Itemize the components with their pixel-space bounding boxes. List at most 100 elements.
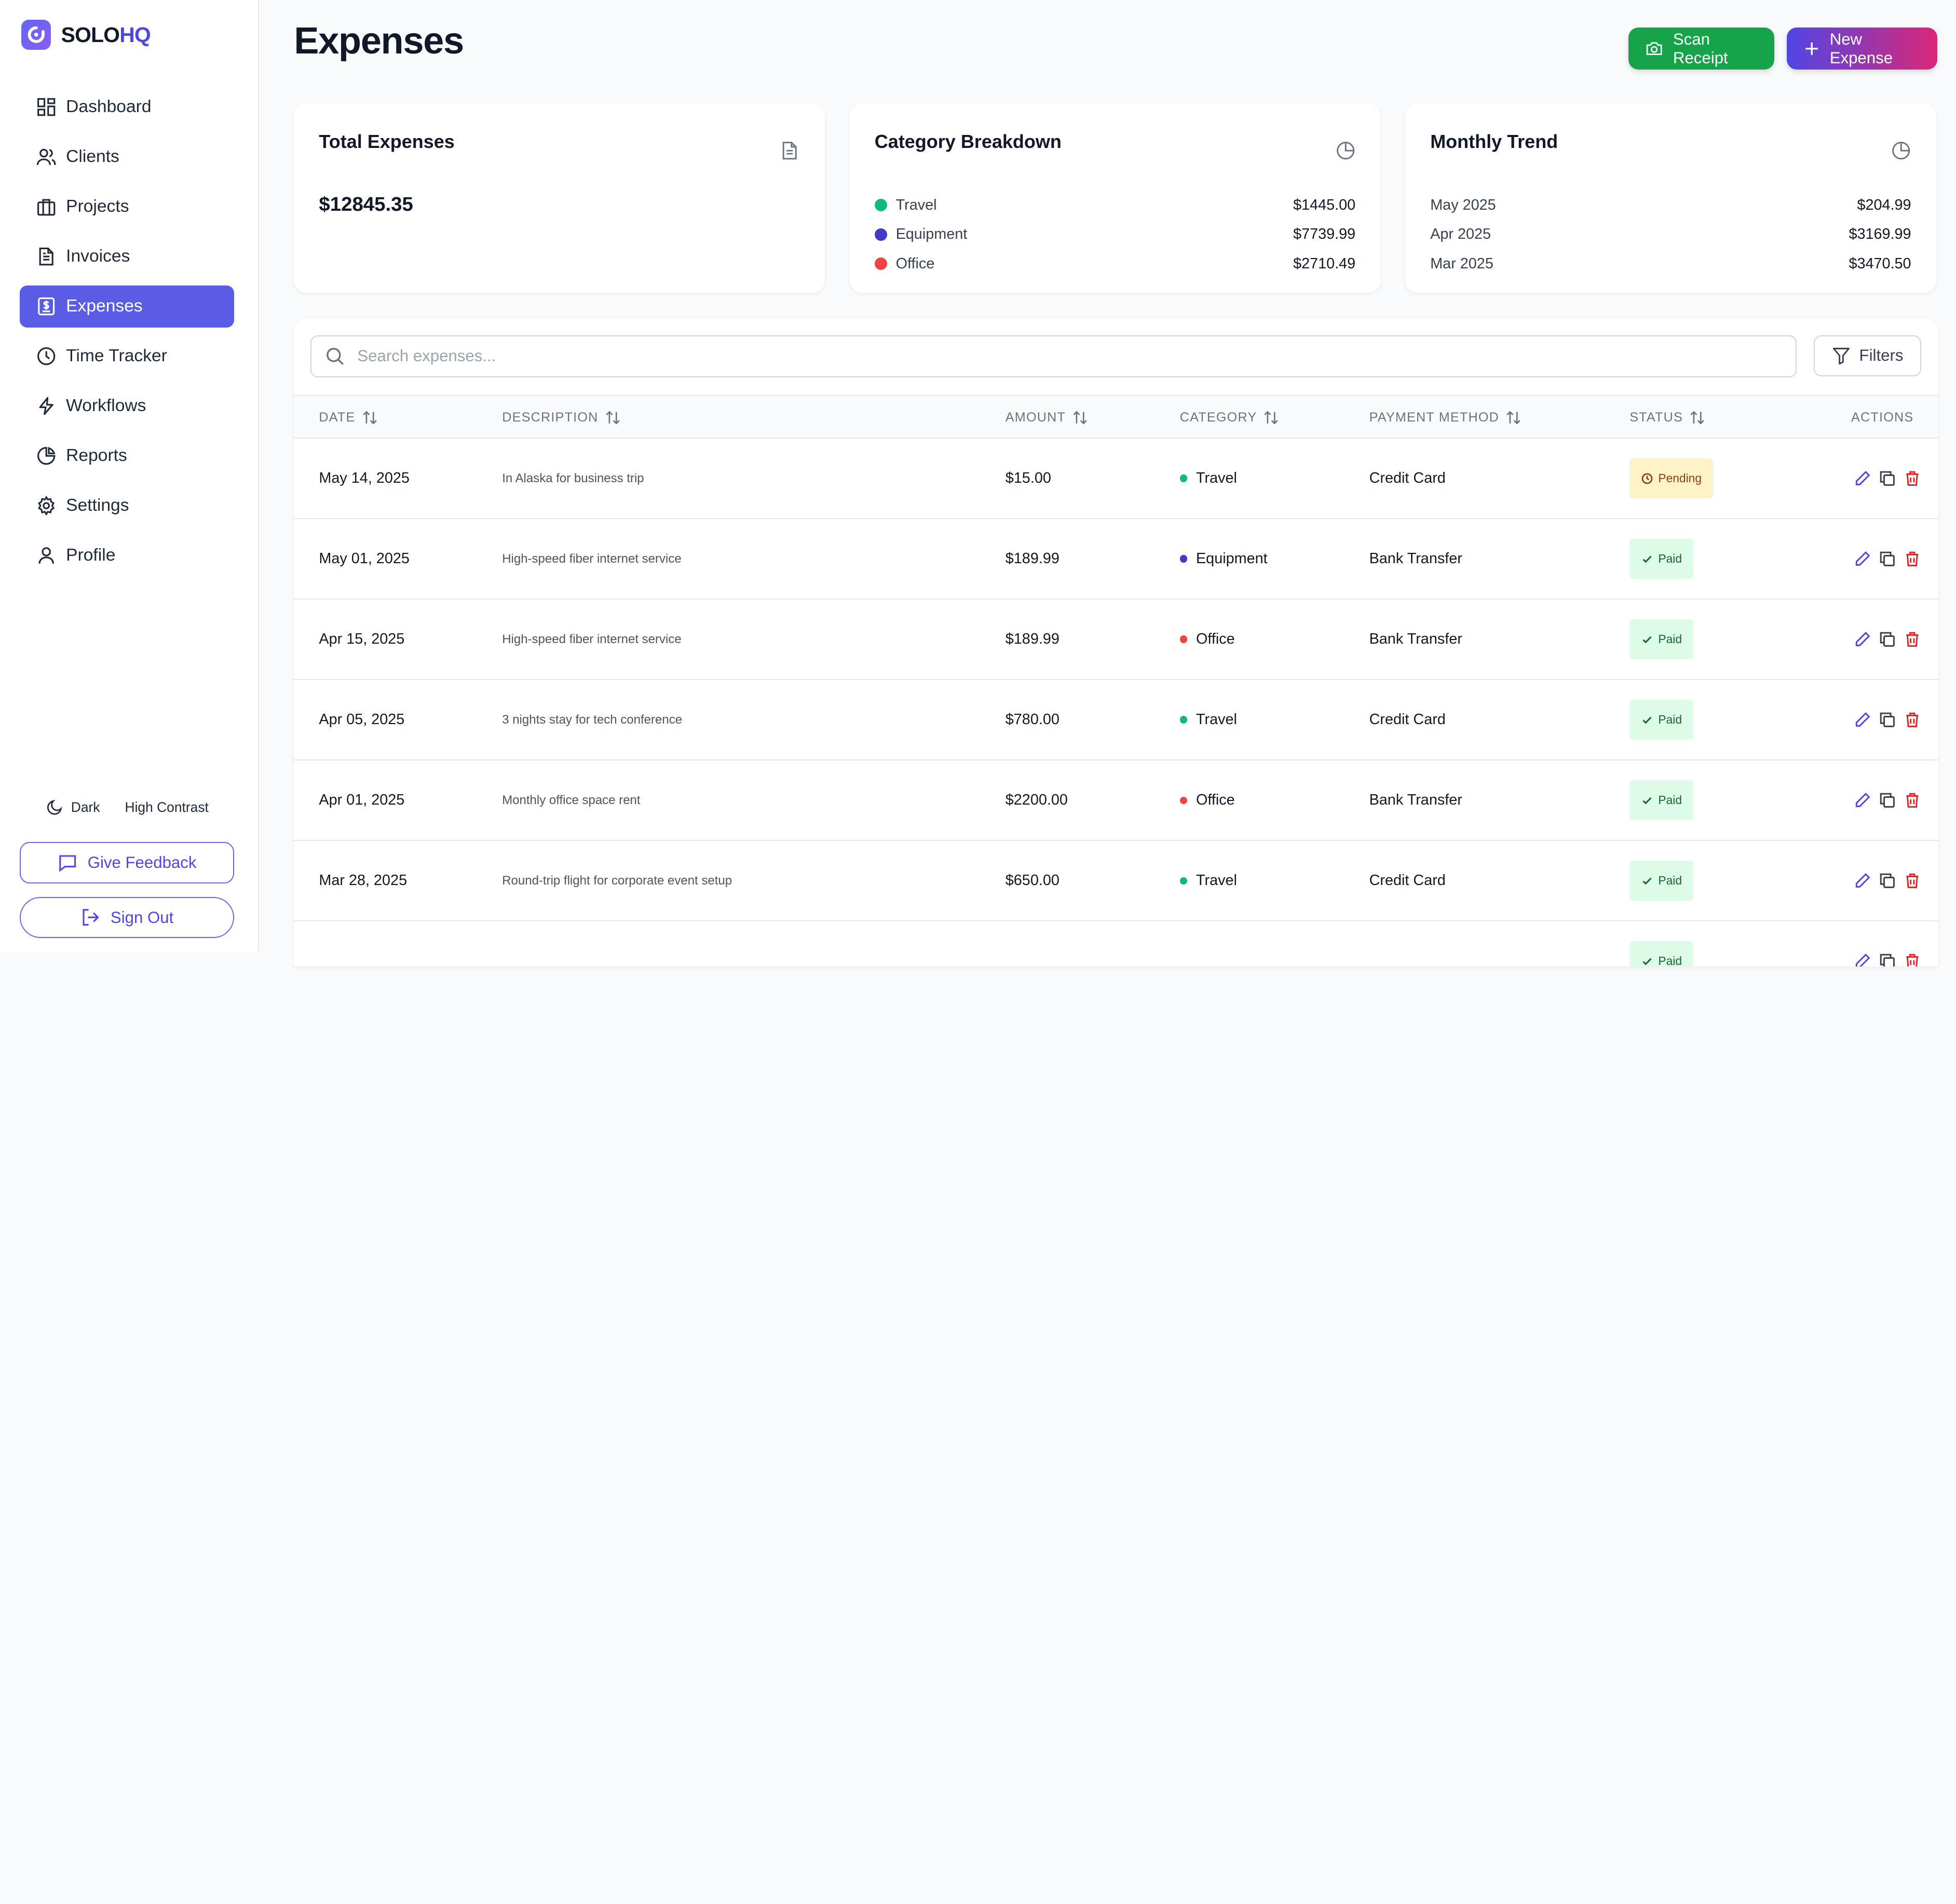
table-row[interactable]: Mar 28, 2025 Round-trip flight for corpor… xyxy=(294,841,1939,921)
category-dot xyxy=(1179,555,1188,563)
column-header-amount[interactable]: AMOUNT xyxy=(1006,396,1089,440)
sort-icon xyxy=(1073,411,1087,425)
cell-status: Pending xyxy=(1629,439,1713,519)
status-badge: Paid xyxy=(1629,539,1693,579)
filters-button[interactable]: Filters xyxy=(1814,335,1921,376)
sidebar-item-profile[interactable]: Profile xyxy=(20,534,234,577)
duplicate-icon[interactable] xyxy=(1879,470,1896,487)
edit-icon[interactable] xyxy=(1854,953,1871,967)
document-icon xyxy=(39,248,53,266)
sign-out-label: Sign Out xyxy=(110,908,174,927)
edit-icon[interactable] xyxy=(1854,470,1871,487)
delete-icon[interactable] xyxy=(1904,711,1921,729)
table-row[interactable]: May 01, 2025 High-speed fiber internet se… xyxy=(294,519,1939,600)
category-dot xyxy=(1179,877,1188,885)
edit-icon[interactable] xyxy=(1854,550,1871,568)
category-row: Equipment $7739.99 xyxy=(874,220,1355,249)
category-value: $2710.49 xyxy=(1293,255,1356,272)
sidebar-item-workflows[interactable]: Workflows xyxy=(20,385,234,428)
brand-logo[interactable]: SOLOHQ xyxy=(21,20,151,50)
cell-status: Paid xyxy=(1629,600,1693,679)
delete-icon[interactable] xyxy=(1904,470,1921,487)
row-actions xyxy=(1854,760,1921,840)
category-row: Travel $1445.00 xyxy=(874,191,1355,220)
delete-icon[interactable] xyxy=(1904,953,1921,967)
card-title: Total Expenses xyxy=(319,130,455,152)
sidebar-item-time-tracker[interactable]: Time Tracker xyxy=(20,335,234,378)
sidebar-item-projects[interactable]: Projects xyxy=(20,186,234,228)
sidebar-item-clients[interactable]: Clients xyxy=(20,136,234,179)
column-header-payment-method[interactable]: PAYMENT METHOD xyxy=(1369,396,1522,440)
delete-icon[interactable] xyxy=(1904,872,1921,890)
delete-icon[interactable] xyxy=(1904,631,1921,648)
category-dot xyxy=(874,228,887,241)
give-feedback-button[interactable]: Give Feedback xyxy=(20,842,235,883)
sidebar-item-invoices[interactable]: Invoices xyxy=(20,236,234,278)
table-row[interactable]: Apr 01, 2025 Monthly office space rent $22… xyxy=(294,760,1939,841)
document-icon xyxy=(783,142,797,160)
table-row[interactable]: Paid xyxy=(294,921,1938,967)
filters-label: Filters xyxy=(1859,346,1904,365)
status-badge: Paid xyxy=(1629,619,1693,660)
delete-icon[interactable] xyxy=(1904,550,1921,568)
edit-icon[interactable] xyxy=(1854,631,1871,648)
edit-icon[interactable] xyxy=(1854,872,1871,890)
check-icon xyxy=(1642,636,1652,643)
sign-out-button[interactable]: Sign Out xyxy=(20,897,235,939)
cell-payment-method: Bank Transfer xyxy=(1369,792,1462,809)
table-row[interactable]: Apr 15, 2025 High-speed fiber internet se… xyxy=(294,600,1939,680)
column-header-status[interactable]: STATUS xyxy=(1629,396,1705,440)
sidebar-item-reports[interactable]: Reports xyxy=(20,434,234,477)
table-row[interactable]: Apr 05, 2025 3 nights stay for tech confe… xyxy=(294,680,1939,760)
category-dot xyxy=(1179,474,1188,482)
status-badge: Paid xyxy=(1629,780,1693,821)
cell-description: Monthly office space rent xyxy=(502,793,641,807)
dashboard-icon xyxy=(37,98,55,116)
sidebar-item-settings[interactable]: Settings xyxy=(20,484,234,527)
category-row: Office $2710.49 xyxy=(874,249,1356,278)
status-label: Paid xyxy=(1658,552,1682,566)
duplicate-icon[interactable] xyxy=(1879,550,1896,568)
category-list: Travel $1445.00 Equipment $7739.99 Offic… xyxy=(874,191,1356,278)
column-header-date[interactable]: DATE xyxy=(319,396,377,440)
column-header-category[interactable]: CATEGORY xyxy=(1180,396,1280,440)
sidebar-item-dashboard[interactable]: Dashboard xyxy=(20,86,234,129)
category-label: Office xyxy=(1196,792,1235,809)
high-contrast-toggle[interactable]: High Contrast xyxy=(125,799,209,815)
delete-icon[interactable] xyxy=(1904,792,1921,809)
brand-name: SOLOHQ xyxy=(61,22,151,47)
duplicate-icon[interactable] xyxy=(1879,711,1896,729)
row-actions xyxy=(1854,600,1921,679)
row-actions xyxy=(1854,680,1921,760)
column-header-description[interactable]: DESCRIPTION xyxy=(502,396,621,440)
category-label: Office xyxy=(895,255,935,272)
duplicate-icon[interactable] xyxy=(1879,953,1896,967)
duplicate-icon[interactable] xyxy=(1879,631,1896,648)
duplicate-icon[interactable] xyxy=(1879,872,1896,890)
new-expense-button[interactable]: New Expense xyxy=(1786,27,1937,70)
category-label: Office xyxy=(1196,631,1235,648)
cell-status: Paid xyxy=(1629,680,1693,760)
duplicate-icon[interactable] xyxy=(1879,792,1896,809)
scan-receipt-button[interactable]: Scan Receipt xyxy=(1628,27,1774,70)
scan-receipt-label: Scan Receipt xyxy=(1673,30,1728,67)
column-header-label: STATUS xyxy=(1629,410,1683,425)
trend-value: $3470.50 xyxy=(1849,255,1911,272)
sidebar-item-expenses[interactable]: Expenses xyxy=(20,285,235,328)
dark-mode-toggle[interactable]: Dark xyxy=(46,798,100,816)
sidebar-nav: Dashboard Clients Projects Invoices Expe… xyxy=(20,86,235,584)
sidebar-item-label: Workflows xyxy=(66,396,146,416)
row-actions xyxy=(1854,519,1921,599)
cell-status: Paid xyxy=(1629,921,1693,967)
cell-category: Travel xyxy=(1179,680,1237,760)
cell-status: Paid xyxy=(1629,841,1693,921)
search-input[interactable] xyxy=(357,347,1728,366)
cell-payment-method: Bank Transfer xyxy=(1369,550,1462,567)
category-label: Travel xyxy=(1196,470,1237,487)
sort-icon xyxy=(362,411,377,425)
edit-icon[interactable] xyxy=(1854,711,1871,729)
sidebar-item-label: Invoices xyxy=(66,247,130,266)
cell-date: Apr 15, 2025 xyxy=(319,631,405,648)
edit-icon[interactable] xyxy=(1854,792,1871,809)
table-row[interactable]: May 14, 2025 In Alaska for business trip $… xyxy=(294,439,1939,519)
